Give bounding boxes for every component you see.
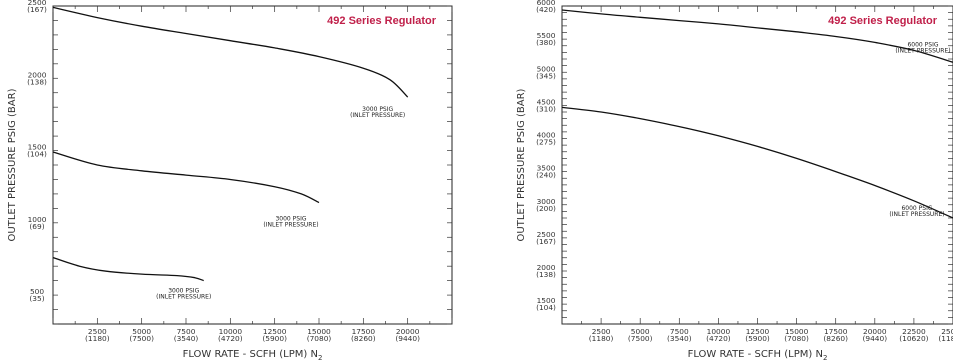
y-tick-label: 1000	[28, 215, 47, 224]
x-tick-label: 22500	[902, 327, 926, 336]
x-tick-sublabel: (8260)	[823, 334, 848, 343]
y-tick-label: 6000	[537, 0, 556, 7]
x-tick-label: 20000	[396, 327, 420, 336]
x-tick-sublabel: (9440)	[863, 334, 888, 343]
y-tick-sublabel: (167)	[536, 237, 556, 246]
x-tick-label: 5000	[132, 327, 151, 336]
x-tick-sublabel: (1180)	[589, 334, 614, 343]
y-axis-title: OUTLET PRESSURE PSIG (BAR)	[7, 88, 18, 241]
plot-frame	[561, 5, 953, 325]
plot-frame	[52, 5, 453, 325]
y-tick-label: 2000	[537, 263, 556, 272]
series-line-2	[561, 106, 953, 219]
x-tick-label: 17500	[352, 327, 376, 336]
x-tick-sublabel: (10620)	[899, 334, 928, 343]
x-tick-sublabel: (3540)	[667, 334, 692, 343]
x-axis-title: FLOW RATE - SCFH (LPM) N2	[183, 349, 323, 362]
series-annotation: (INLET PRESSURE)	[263, 222, 318, 229]
x-axis-title-subscript: 2	[823, 354, 827, 362]
y-axis-title: OUTLET PRESSURE PSIG (BAR)	[516, 88, 527, 241]
x-axis-title-main: FLOW RATE - SCFH (LPM) N	[183, 349, 318, 360]
x-tick-sublabel: (5900)	[262, 334, 287, 343]
x-tick-sublabel: (1180)	[85, 334, 110, 343]
y-tick-label: 2000	[28, 70, 47, 79]
series-annotation: 6000 PSIG	[907, 41, 938, 48]
x-tick-sublabel: (9440)	[395, 334, 420, 343]
series-line-3	[52, 256, 204, 282]
x-tick-label: 12500	[263, 327, 287, 336]
x-tick-sublabel: (11800)	[938, 334, 953, 343]
chart-title: 492 Series Regulator	[828, 15, 938, 27]
series-annotation: 3000 PSIG	[362, 106, 393, 113]
series-annotation: 6000 PSIG	[901, 205, 932, 212]
y-tick-sublabel: (310)	[536, 104, 556, 113]
x-axis-title-subscript: 2	[318, 354, 322, 362]
series-annotation: (INLET PRESSURE)	[156, 294, 211, 301]
series-annotation: (INLET PRESSURE)	[889, 211, 944, 218]
x-tick-sublabel: (7500)	[628, 334, 653, 343]
y-tick-label: 1500	[28, 143, 47, 152]
x-tick-label: 2500	[88, 327, 107, 336]
y-tick-sublabel: (240)	[536, 171, 556, 180]
series-line-1	[52, 6, 409, 98]
x-tick-sublabel: (7080)	[307, 334, 332, 343]
y-tick-sublabel: (69)	[29, 222, 44, 231]
series-annotation: 3000 PSIG	[275, 216, 306, 223]
y-tick-sublabel: (420)	[536, 5, 556, 14]
x-tick-label: 12500	[746, 327, 770, 336]
x-tick-label: 2500	[592, 327, 611, 336]
x-tick-label: 15000	[307, 327, 331, 336]
x-tick-label: 17500	[824, 327, 848, 336]
chart-title: 492 Series Regulator	[327, 15, 437, 27]
x-tick-sublabel: (8260)	[351, 334, 376, 343]
y-tick-label: 2500	[28, 0, 47, 7]
x-axis-title-main: FLOW RATE - SCFH (LPM) N	[688, 349, 823, 360]
series-annotation: 3000 PSIG	[168, 288, 199, 295]
y-tick-sublabel: (138)	[27, 77, 47, 86]
y-tick-label: 4500	[537, 97, 556, 106]
y-tick-sublabel: (138)	[536, 270, 556, 279]
y-tick-sublabel: (104)	[27, 150, 47, 159]
x-tick-label: 7500	[177, 327, 196, 336]
x-tick-label: 7500	[670, 327, 689, 336]
x-tick-label: 25000	[941, 327, 953, 336]
x-tick-label: 10000	[219, 327, 243, 336]
y-tick-sublabel: (275)	[536, 138, 556, 147]
x-tick-label: 15000	[785, 327, 809, 336]
y-tick-label: 5500	[537, 31, 556, 40]
y-tick-sublabel: (380)	[536, 38, 556, 47]
series-line-1	[561, 9, 953, 63]
series-annotation: (INLET PRESSURE)	[895, 47, 950, 54]
y-tick-label: 3500	[537, 164, 556, 173]
x-tick-sublabel: (7500)	[129, 334, 154, 343]
y-tick-label: 3000	[537, 197, 556, 206]
series-line-2	[52, 151, 320, 204]
y-tick-label: 5000	[537, 64, 556, 73]
x-tick-sublabel: (5900)	[745, 334, 770, 343]
y-tick-label: 4000	[537, 131, 556, 140]
series-annotation: (INLET PRESSURE)	[350, 112, 405, 119]
x-tick-label: 20000	[863, 327, 887, 336]
y-tick-sublabel: (345)	[536, 71, 556, 80]
y-tick-sublabel: (104)	[536, 303, 556, 312]
y-tick-label: 2500	[537, 230, 556, 239]
x-tick-sublabel: (7080)	[784, 334, 809, 343]
chart-1: 500(35)1000(69)1500(104)2000(138)2500(16…	[7, 0, 453, 362]
x-tick-sublabel: (4720)	[218, 334, 243, 343]
x-tick-label: 10000	[707, 327, 731, 336]
y-tick-sublabel: (167)	[27, 5, 47, 14]
y-tick-label: 500	[30, 287, 44, 296]
chart-2: 1500(104)2000(138)2500(167)3000(200)3500…	[516, 0, 953, 362]
y-tick-sublabel: (200)	[536, 204, 556, 213]
x-tick-sublabel: (4720)	[706, 334, 731, 343]
x-axis-title: FLOW RATE - SCFH (LPM) N2	[688, 349, 828, 362]
x-tick-sublabel: (3540)	[174, 334, 199, 343]
x-tick-label: 5000	[631, 327, 650, 336]
y-tick-label: 1500	[537, 296, 556, 305]
y-tick-sublabel: (35)	[29, 294, 44, 303]
